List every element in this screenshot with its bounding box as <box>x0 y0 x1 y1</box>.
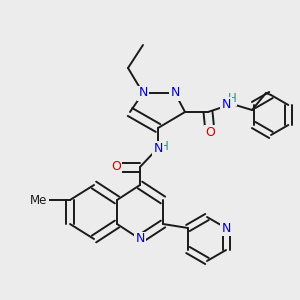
Text: N: N <box>170 86 180 100</box>
Text: H: H <box>228 92 236 106</box>
Text: N: N <box>221 98 231 110</box>
Text: N: N <box>138 86 148 100</box>
Text: N: N <box>135 232 145 245</box>
Text: N: N <box>221 221 231 235</box>
Text: O: O <box>111 160 121 173</box>
Text: O: O <box>205 125 215 139</box>
Text: Me: Me <box>30 194 48 206</box>
Text: H: H <box>160 140 168 152</box>
Text: N: N <box>153 142 163 154</box>
